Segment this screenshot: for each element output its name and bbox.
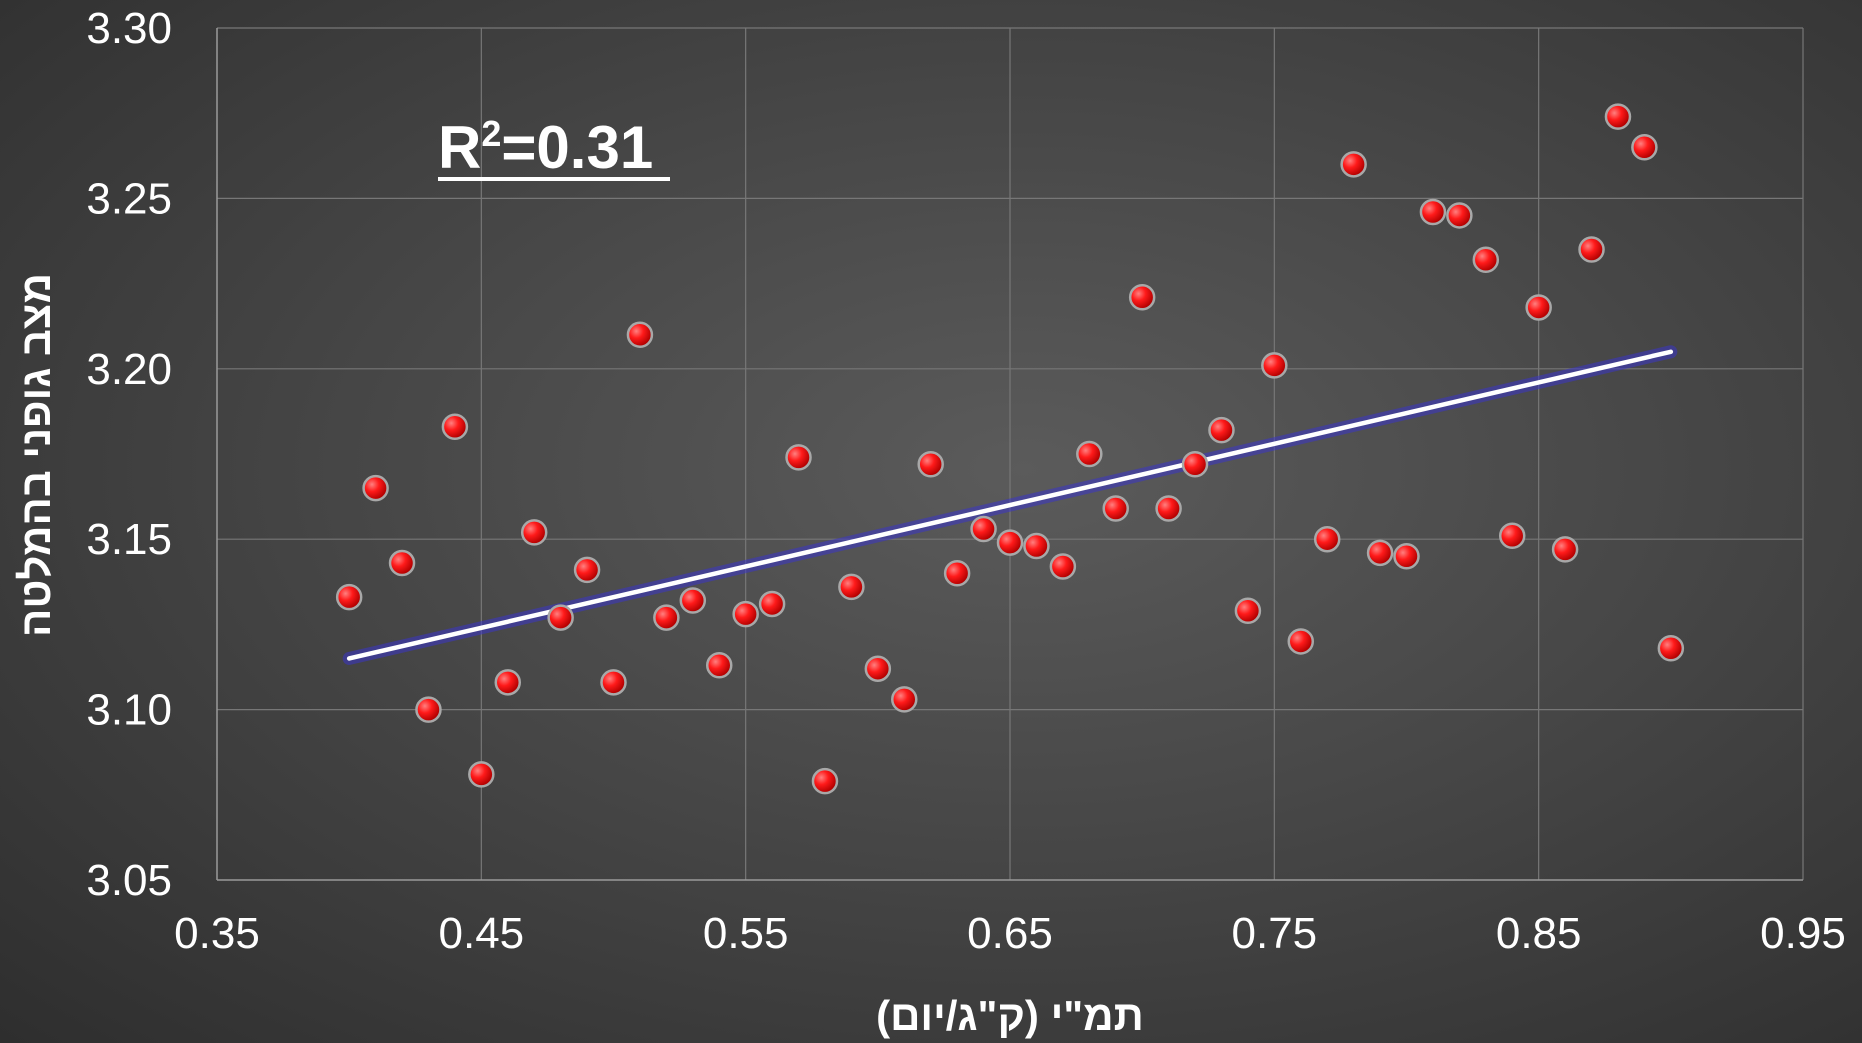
- x-tick-label: 0.75: [1232, 909, 1318, 958]
- data-point: [494, 669, 522, 696]
- y-tick-label: 3.20: [86, 345, 172, 394]
- y-tick-label: 3.30: [86, 4, 172, 53]
- data-point: [1604, 103, 1632, 130]
- data-point: [891, 686, 918, 713]
- gridlines: [217, 27, 1804, 880]
- data-point: [1393, 542, 1420, 570]
- data-point: [1472, 246, 1500, 273]
- data-point: [1155, 495, 1182, 522]
- x-axis-ticks: 0.35 0.45 0.55 0.65 0.75 0.85 0.95: [174, 909, 1846, 958]
- y-axis-title: מצב גופני בהמלטה: [12, 273, 59, 637]
- data-point: [415, 696, 442, 723]
- data-point: [441, 413, 469, 440]
- data-point: [1498, 522, 1526, 550]
- y-axis-ticks: 3.05 3.10 3.15 3.20 3.25 3.30: [86, 4, 172, 905]
- data-point: [917, 450, 944, 478]
- data-point: [1234, 597, 1262, 625]
- x-tick-label: 0.65: [967, 909, 1053, 958]
- data-point: [1419, 198, 1447, 226]
- data-point: [626, 321, 654, 348]
- y-tick-label: 3.15: [86, 515, 172, 564]
- data-point: [547, 604, 574, 631]
- trendline: [346, 349, 1674, 661]
- data-point: [996, 529, 1024, 556]
- y-tick-label: 3.25: [86, 174, 172, 223]
- data-point: [468, 761, 495, 788]
- data-point: [362, 474, 389, 502]
- data-point: [520, 519, 548, 546]
- data-point: [573, 556, 601, 584]
- data-point: [1287, 628, 1315, 655]
- trendline-group: [342, 345, 1678, 665]
- data-point: [785, 444, 812, 471]
- data-point: [1128, 283, 1156, 311]
- x-tick-label: 0.95: [1760, 909, 1846, 958]
- data-point: [1366, 539, 1394, 567]
- data-point: [1181, 450, 1209, 478]
- axes: [216, 28, 1803, 881]
- x-tick-label: 0.35: [174, 909, 260, 958]
- data-point: [1525, 294, 1552, 321]
- data-point: [388, 549, 416, 577]
- x-tick-label: 0.55: [703, 909, 789, 958]
- data-point: [1261, 352, 1288, 379]
- data-point: [653, 604, 680, 631]
- data-point: [1076, 440, 1103, 468]
- data-point: [1023, 532, 1050, 560]
- data-point: [1551, 536, 1579, 563]
- x-axis-title: תמ"י (ק"ג/יום): [876, 992, 1144, 1039]
- data-point: [864, 655, 892, 682]
- y-tick-label: 3.05: [86, 856, 172, 905]
- data-point: [1208, 416, 1235, 444]
- data-point: [811, 767, 839, 795]
- x-tick-label: 0.45: [439, 909, 525, 958]
- data-point: [1102, 495, 1129, 522]
- x-tick-label: 0.85: [1496, 909, 1582, 958]
- data-point: [758, 590, 786, 618]
- data-point: [732, 600, 759, 628]
- data-point: [970, 515, 997, 543]
- r-squared-annotation: R2=0.31: [438, 113, 670, 181]
- data-point: [679, 587, 707, 614]
- data-points: [335, 103, 1685, 795]
- y-tick-label: 3.10: [86, 686, 172, 735]
- data-point: [335, 583, 363, 611]
- r-squared-value: =0.31: [501, 114, 653, 181]
- data-point: [1049, 553, 1077, 580]
- data-point: [705, 652, 733, 679]
- data-point: [838, 573, 865, 601]
- data-point: [1631, 134, 1658, 161]
- data-point: [1313, 525, 1341, 553]
- svg-text:R2=0.31: R2=0.31: [438, 113, 653, 181]
- data-point: [1340, 151, 1367, 178]
- data-point: [1578, 236, 1605, 263]
- r-squared-sup: 2: [481, 113, 501, 154]
- data-point: [1657, 635, 1685, 662]
- data-point: [600, 669, 627, 696]
- data-point: [943, 560, 971, 587]
- data-point: [1446, 202, 1473, 229]
- r-squared-base: R: [438, 114, 481, 181]
